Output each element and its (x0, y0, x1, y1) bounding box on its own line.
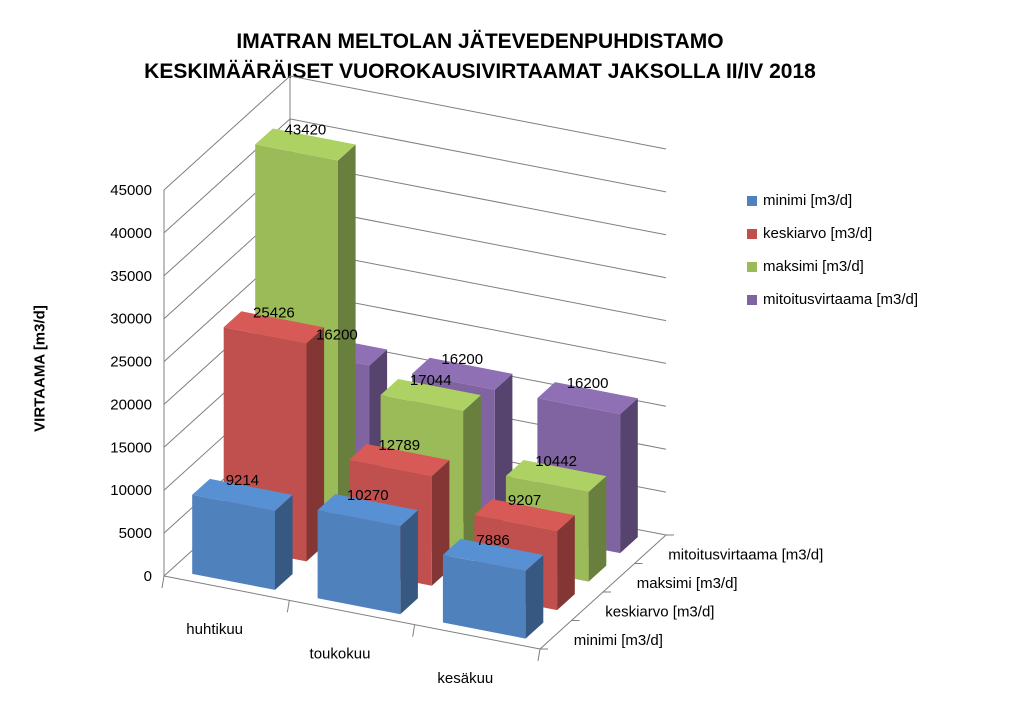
x-tick-label: toukokuu (310, 646, 371, 663)
x-tick (412, 624, 416, 637)
data-label: 16200 (441, 351, 483, 368)
chart-legend: minimi [m3/d] keskiarvo [m3/d] maksimi [m3… (747, 184, 918, 316)
bar-side (588, 476, 607, 582)
bar-top (412, 357, 513, 390)
bar (317, 494, 418, 615)
bar (442, 538, 544, 639)
gridline (163, 118, 667, 234)
data-label: 10442 (535, 453, 577, 470)
depth-tick-label: minimi [m3/d] (574, 632, 663, 649)
legend-item: minimi [m3/d] (747, 184, 918, 217)
y-tick-label: 0 (144, 568, 152, 585)
data-label: 17044 (410, 372, 452, 389)
bar-side (338, 144, 356, 533)
legend-swatch (747, 195, 757, 206)
data-label: 10270 (347, 487, 389, 504)
legend-label: maksimi [m3/d] (763, 258, 864, 275)
chart-subtitle: KESKIMÄÄRÄISET VUOROKAUSIVIRTAAMAT JAKSO… (144, 60, 816, 83)
y-tick-label: 5000 (119, 525, 152, 542)
bar-top (474, 499, 575, 532)
bar-top (349, 444, 450, 477)
gridline (163, 75, 667, 191)
legend-item: mitoitusvirtaama [m3/d] (747, 283, 918, 316)
bar (192, 478, 293, 590)
bar-front (317, 510, 401, 615)
legend-label: mitoitusvirtaama [m3/d] (763, 291, 919, 308)
bar-side (306, 327, 325, 562)
x-axis-line (163, 575, 541, 650)
bar-side (557, 515, 575, 611)
legend-label: minimi [m3/d] (763, 192, 853, 209)
y-tick-label: 25000 (110, 354, 152, 371)
bars (192, 128, 638, 639)
bar-top (537, 382, 638, 415)
chart-title: IMATRAN MELTOLAN JÄTEVEDENPUHDISTAMO (236, 30, 724, 53)
legend-item: keskiarvo [m3/d] (747, 217, 918, 250)
data-label: 9214 (226, 472, 259, 489)
depth-tick-label: mitoitusvirtaama [m3/d] (668, 546, 823, 563)
x-tick (537, 648, 541, 662)
y-tick-label: 15000 (110, 439, 152, 456)
x-tick (286, 600, 290, 613)
bar-top (380, 379, 481, 412)
bar-top (505, 460, 607, 492)
data-label: 43420 (285, 121, 327, 138)
data-label: 16200 (567, 375, 609, 392)
legend-swatch (747, 261, 757, 272)
bar-top (442, 538, 544, 571)
data-label: 7886 (476, 532, 509, 549)
x-tick-label: kesäkuu (437, 670, 493, 687)
data-label: 25426 (253, 304, 295, 321)
gridline (163, 204, 667, 320)
bar-front (442, 554, 526, 639)
depth-tick-label: keskiarvo [m3/d] (605, 603, 714, 620)
x-tick (161, 575, 165, 589)
bar-side (275, 494, 293, 590)
y-tick-label: 20000 (110, 396, 152, 413)
bar-front (192, 494, 275, 590)
data-label: 16200 (316, 326, 358, 343)
bar-top (255, 128, 356, 161)
y-tick-label: 40000 (110, 225, 152, 242)
data-label: 9207 (508, 492, 541, 509)
y-tick-label: 10000 (110, 482, 152, 499)
y-tick-label: 30000 (110, 311, 152, 328)
bar-top (317, 494, 418, 527)
bar-top (192, 478, 293, 511)
legend-swatch (747, 294, 757, 305)
x-tick-label: huhtikuu (186, 621, 243, 638)
bar-top (223, 311, 325, 344)
legend-swatch (747, 228, 757, 239)
legend-item: maksimi [m3/d] (747, 250, 918, 283)
gridline (163, 161, 667, 277)
legend-label: keskiarvo [m3/d] (763, 225, 873, 242)
y-tick-label: 45000 (110, 182, 152, 199)
bar-side (525, 555, 544, 639)
data-label: 12789 (378, 437, 420, 454)
bar-side (620, 398, 638, 554)
bar-side (400, 510, 418, 615)
depth-tick-label: maksimi [m3/d] (637, 575, 738, 592)
y-tick-label: 35000 (110, 268, 152, 285)
